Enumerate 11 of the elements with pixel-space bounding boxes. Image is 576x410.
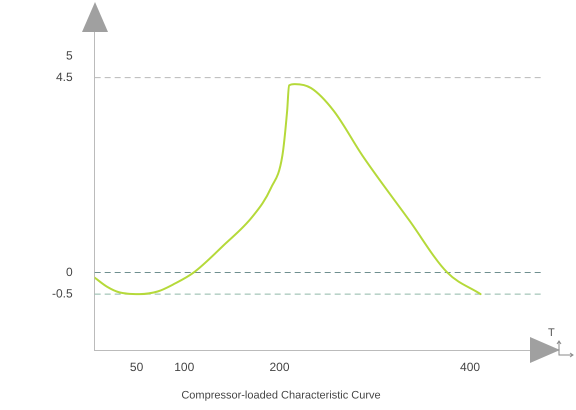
x-tick-label: 100 — [174, 360, 195, 374]
x-tick-label: 400 — [460, 360, 480, 374]
y-tick-label: 4.5 — [56, 70, 73, 84]
y-tick-label: 0 — [66, 264, 73, 279]
line-series — [94, 83, 482, 296]
x-axis-title: T — [548, 326, 555, 339]
x-tick-label: 50 — [130, 360, 144, 374]
text: Compressor-loaded Characteristic Curve — [181, 389, 381, 402]
y-tick-label: 5 — [66, 48, 73, 62]
x-tick-label: 200 — [270, 360, 290, 374]
y-tick-label: -0.5 — [52, 286, 73, 300]
